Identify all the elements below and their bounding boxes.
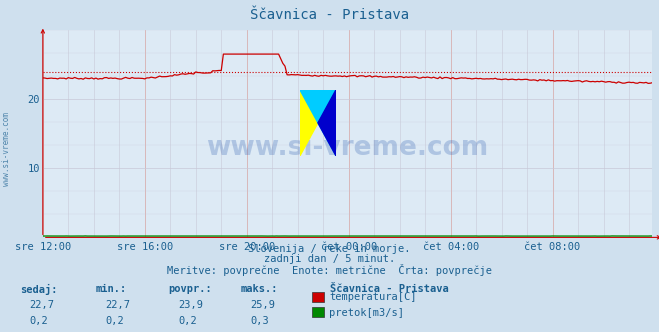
Text: 25,9: 25,9 [250,300,275,310]
Polygon shape [318,90,336,156]
Text: pretok[m3/s]: pretok[m3/s] [330,308,405,318]
Text: temperatura[C]: temperatura[C] [330,292,417,302]
Text: Slovenija / reke in morje.: Slovenija / reke in morje. [248,244,411,254]
Polygon shape [300,90,336,156]
Text: 22,7: 22,7 [105,300,130,310]
Text: Meritve: povprečne  Enote: metrične  Črta: povprečje: Meritve: povprečne Enote: metrične Črta:… [167,264,492,276]
Text: min.:: min.: [96,284,127,294]
Text: povpr.:: povpr.: [168,284,212,294]
Text: maks.:: maks.: [241,284,278,294]
Text: Ščavnica - Pristava: Ščavnica - Pristava [250,8,409,22]
Text: 0,2: 0,2 [178,316,196,326]
Text: 22,7: 22,7 [30,300,55,310]
Text: zadnji dan / 5 minut.: zadnji dan / 5 minut. [264,254,395,264]
Polygon shape [300,90,336,156]
Text: 0,2: 0,2 [30,316,48,326]
Text: 0,2: 0,2 [105,316,124,326]
Text: 23,9: 23,9 [178,300,203,310]
Text: www.si-vreme.com: www.si-vreme.com [206,135,489,161]
Text: sedaj:: sedaj: [20,284,57,295]
Text: 0,3: 0,3 [250,316,269,326]
Text: Ščavnica - Pristava: Ščavnica - Pristava [330,284,448,294]
Text: www.si-vreme.com: www.si-vreme.com [2,113,11,186]
